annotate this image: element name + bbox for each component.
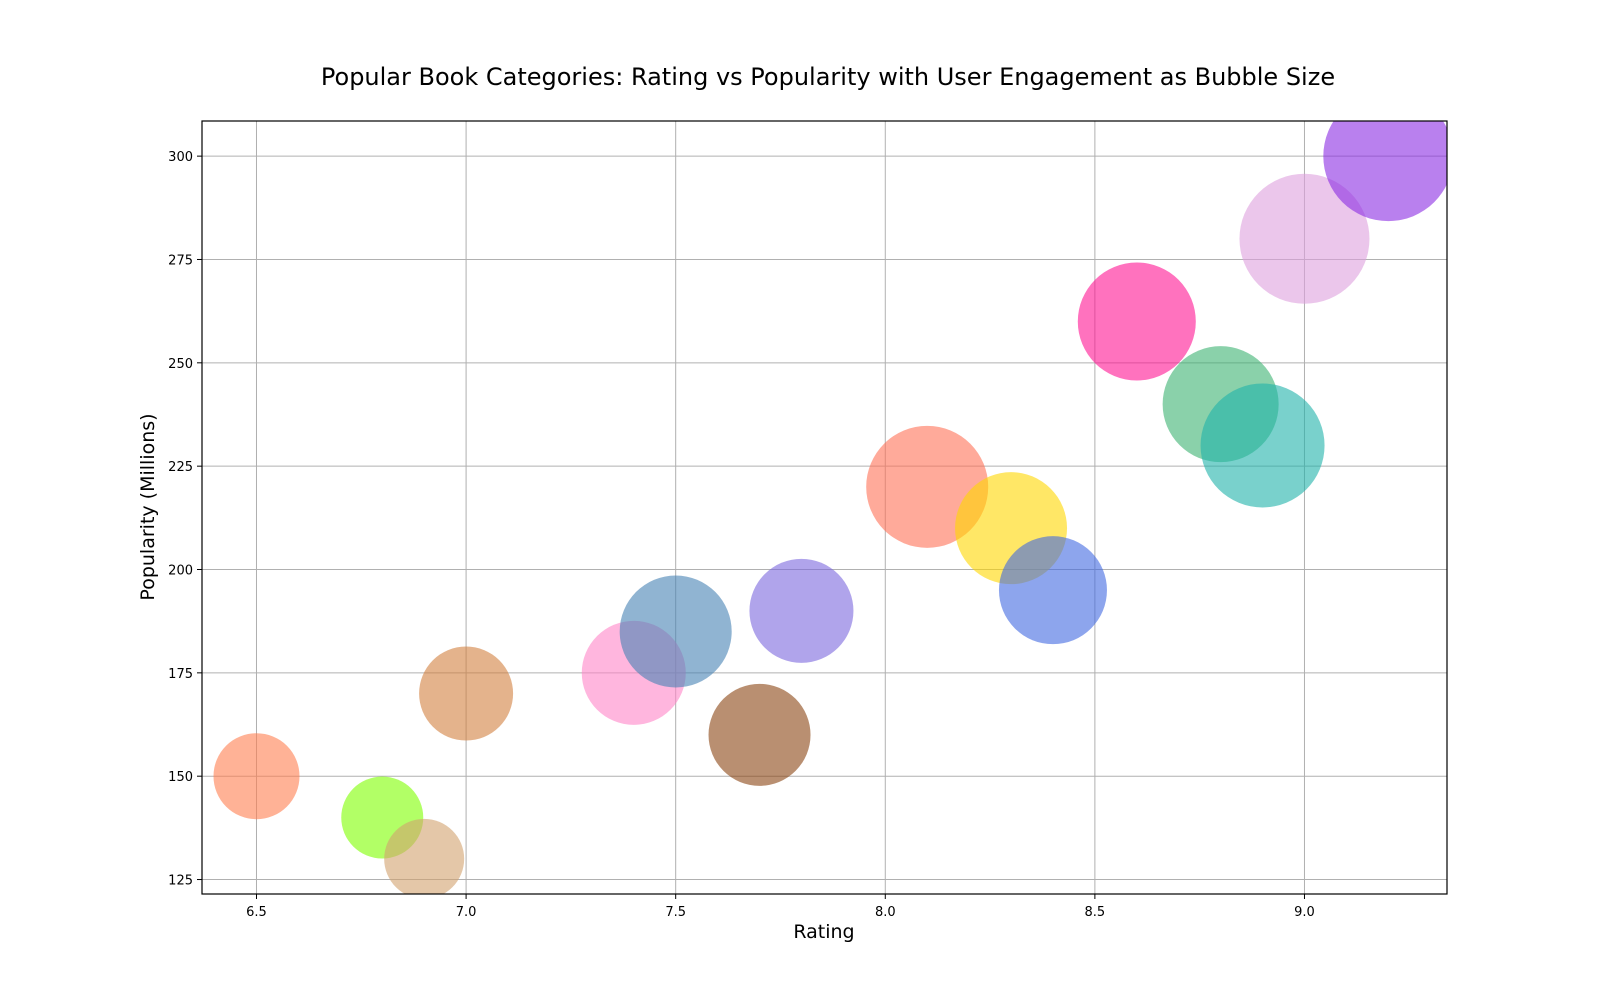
bubble-point-0 — [213, 733, 300, 820]
x-tick-label: 8.5 — [1085, 905, 1106, 920]
bubble-point-10 — [998, 536, 1107, 645]
x-axis-label: Rating — [793, 921, 854, 943]
plot-frame — [201, 120, 1448, 895]
x-tick-label: 9.0 — [1294, 905, 1315, 920]
y-tick-label: 275 — [168, 253, 193, 268]
x-tick-label: 8.0 — [875, 905, 896, 920]
bubble-point-15 — [1323, 121, 1447, 222]
x-tick-label: 7.5 — [665, 905, 686, 920]
bubble-point-3 — [419, 646, 514, 741]
bubble-point-7 — [749, 558, 854, 663]
bubble-point-6 — [708, 683, 811, 786]
bubble-point-11 — [1077, 262, 1196, 381]
axis-ticks: 6.5 7.0 7.5 8.0 8.5 9.0 125 150 175 200 225 250 275 3… — [168, 150, 1315, 920]
y-tick-label: 175 — [168, 667, 193, 682]
bubble-series — [213, 121, 1447, 894]
y-tick-label: 300 — [168, 150, 193, 165]
y-tick-label: 200 — [168, 564, 193, 579]
bubble-point-14 — [1239, 173, 1370, 304]
x-tick-label: 7.0 — [456, 905, 477, 920]
y-tick-label: 150 — [168, 770, 193, 785]
bubble-point-5 — [619, 575, 732, 688]
y-tick-label: 125 — [168, 874, 193, 889]
y-tick-label: 250 — [168, 357, 193, 372]
x-tick-label: 6.5 — [246, 905, 267, 920]
chart-title: Popular Book Categories: Rating vs Popul… — [321, 63, 1335, 91]
bubble-point-2 — [384, 818, 465, 894]
y-tick-label: 225 — [168, 460, 193, 475]
bubble-point-13 — [1200, 383, 1325, 508]
y-axis-label: Popularity (Millions) — [137, 413, 159, 600]
